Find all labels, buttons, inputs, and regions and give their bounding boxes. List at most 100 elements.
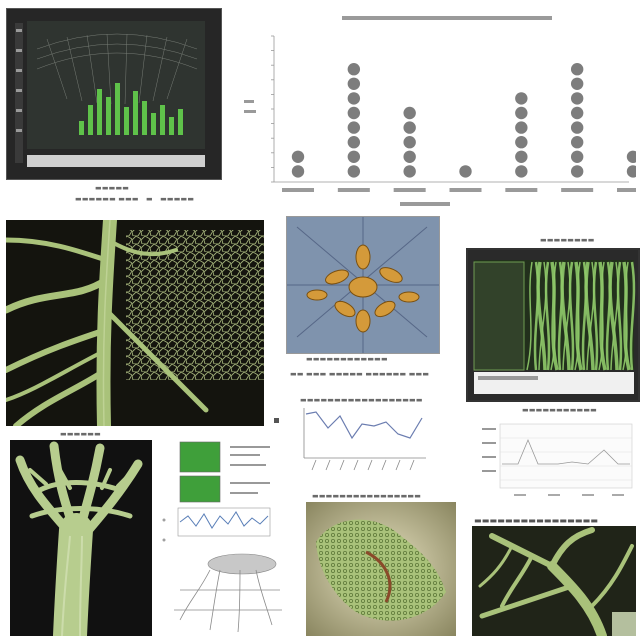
- caption-line-1: ▬▬▬▬▬: [95, 184, 130, 192]
- dot-column: [626, 150, 636, 178]
- vessel-title: ▬▬▬▬▬▬▬▬▬▬▬▬▬▬▬▬: [474, 516, 599, 525]
- monitor-bar: [88, 105, 93, 135]
- data-dot: [626, 165, 636, 178]
- x-tick-label-blur: [561, 188, 594, 192]
- x-tick-label-blur: [617, 188, 636, 192]
- y-label-blur: [244, 110, 256, 113]
- data-dot: [403, 136, 416, 149]
- dot-chart-panel: [244, 10, 636, 215]
- right-screen-title: ▬▬▬▬▬▬▬▬: [540, 236, 595, 244]
- chart-title-blur: [342, 16, 552, 20]
- data-dot: [515, 106, 528, 120]
- microscopy-caption: ▬▬▬▬▬▬▬▬▬▬▬▬: [306, 355, 388, 363]
- fiber-strand: [574, 261, 581, 371]
- monitor-bar: [169, 117, 174, 135]
- dot-column: [570, 63, 584, 178]
- line-chart-caption: ▬▬▬▬▬▬▬▬▬▬▬▬▬▬▬▬▬▬: [300, 396, 423, 404]
- branching-vessel-image: [472, 526, 636, 636]
- data-dot: [570, 63, 584, 76]
- data-dot: [347, 165, 361, 178]
- monitor-bar-chart: [79, 83, 183, 135]
- x-tick-label-blur: [449, 188, 482, 192]
- data-dot: [570, 165, 584, 178]
- fiber-strand: [550, 261, 559, 371]
- fiber-strand: [598, 261, 607, 371]
- data-dot: [403, 165, 416, 178]
- mesh-caption: ▬▬▬▬▬▬▬▬▬▬▬▬▬▬▬▬: [312, 492, 422, 500]
- monitor-bar: [124, 107, 129, 135]
- y-label-blur: [244, 100, 254, 103]
- microscopy-image: [286, 216, 440, 354]
- monitor-bar: [160, 105, 165, 135]
- data-dot: [291, 150, 305, 163]
- data-dot: [570, 150, 584, 163]
- monitor-visualization: [7, 9, 221, 179]
- fiber-strand: [592, 261, 599, 371]
- grid-chart: [478, 420, 636, 508]
- fiber-strand: [608, 261, 619, 371]
- x-tick-label-blur: [337, 188, 370, 192]
- fiber-strand: [598, 261, 605, 371]
- monitor-bar: [97, 89, 102, 135]
- fiber-strand: [550, 261, 557, 371]
- mesh-organ-image: [306, 502, 456, 636]
- data-dot: [515, 121, 528, 134]
- fiber-strand: [536, 261, 547, 371]
- data-dot: [347, 77, 361, 91]
- bottom-left-label: ▬▬▬▬▬▬: [60, 430, 101, 438]
- fiber-strand: [574, 261, 583, 371]
- fiber-strand: [560, 261, 571, 371]
- dot-column: [403, 106, 416, 178]
- fibrous-structure-image: [10, 440, 152, 636]
- dot-marker: [274, 418, 279, 423]
- monitor-bar: [178, 109, 183, 135]
- data-dot: [515, 92, 528, 105]
- data-dot: [515, 150, 528, 163]
- monitor-bar: [106, 97, 111, 135]
- monitor-bar: [142, 101, 147, 135]
- grid-chart-title: ▬▬▬▬▬▬▬▬▬▬▬: [522, 406, 597, 414]
- data-dot: [403, 106, 416, 120]
- data-dot: [570, 92, 584, 105]
- fiber-strand: [584, 261, 595, 371]
- data-dot: [515, 136, 528, 149]
- fiber-strand: [622, 261, 629, 371]
- monitor-bar: [133, 91, 138, 135]
- data-dot: [626, 150, 636, 163]
- monitor-bar: [115, 83, 120, 135]
- data-dot: [459, 165, 472, 178]
- dot-chart: [244, 16, 636, 206]
- diagram-panel: [160, 440, 286, 636]
- caption-line-2: ▬▬▬▬▬▬ ▬▬▬ ▬ ▬▬▬▬▬: [75, 195, 195, 203]
- vein-network-image: [6, 220, 264, 426]
- microscopy-caption-2: ▬▬ ▬▬▬ ▬▬▬▬▬ ▬▬▬▬▬▬ ▬▬▬: [290, 370, 430, 378]
- monitor-bar: [151, 113, 156, 135]
- dot-column: [347, 63, 361, 178]
- data-dot: [570, 77, 584, 91]
- data-dot: [347, 150, 361, 163]
- x-tick-label-blur: [505, 188, 538, 192]
- fiber-strand: [544, 261, 551, 371]
- fiber-screen: [466, 248, 640, 402]
- data-dot: [347, 92, 361, 105]
- data-dot: [347, 121, 361, 134]
- data-dot: [403, 121, 416, 134]
- dot-column: [515, 92, 528, 178]
- monitor-panel-top-left: [6, 8, 222, 180]
- dot-column: [291, 150, 305, 178]
- data-dot: [347, 136, 361, 149]
- fiber-strand: [568, 261, 575, 371]
- data-dot: [347, 63, 361, 76]
- fiber-strand: [622, 261, 631, 371]
- x-tick-label-blur: [282, 188, 314, 192]
- data-dot: [291, 165, 305, 178]
- monitor-bar: [79, 121, 84, 135]
- fiber-side-mesh: [473, 261, 525, 371]
- fiber-strand: [616, 261, 623, 371]
- small-line-chart: [296, 404, 430, 476]
- data-dot: [515, 165, 528, 178]
- data-dot: [570, 121, 584, 134]
- fiber-strand: [526, 261, 533, 371]
- fiber-strand: [629, 261, 636, 371]
- data-dot: [403, 150, 416, 163]
